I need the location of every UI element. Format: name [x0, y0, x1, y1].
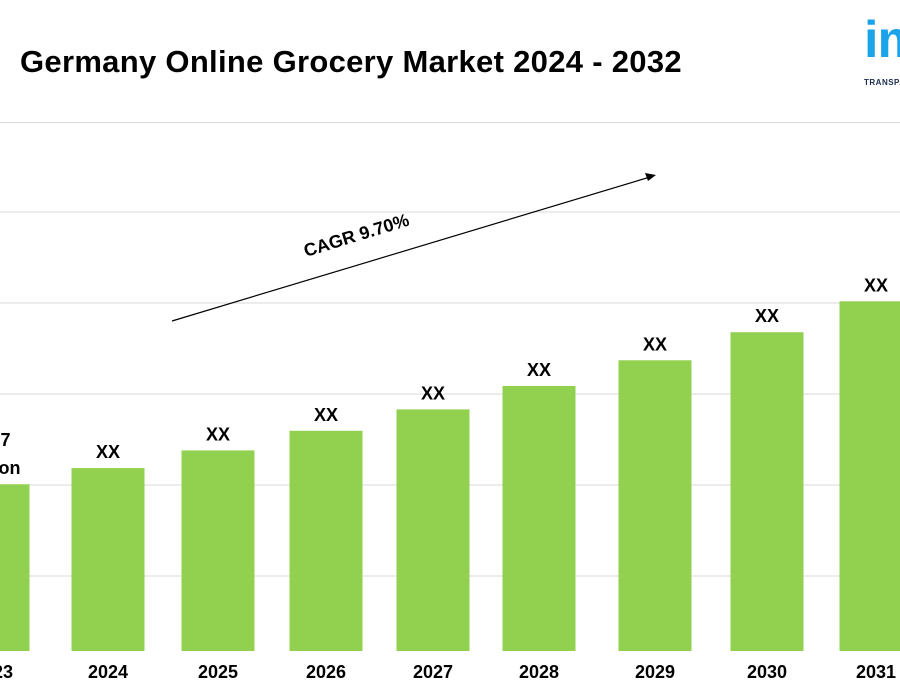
data-label: XX	[96, 442, 120, 462]
logo-text: TRANSPARENCY	[864, 78, 900, 87]
cagr-arrow-head	[645, 173, 656, 181]
bar-2031	[839, 301, 900, 651]
bar-2030	[730, 332, 804, 651]
chart-title: Germany Online Grocery Market 2024 - 203…	[20, 44, 682, 79]
data-label: 5.77Billion	[0, 430, 21, 478]
x-tick-label: 2024	[88, 662, 128, 682]
x-tick-label: 2031	[856, 662, 896, 682]
cagr-arrow-line	[171, 176, 651, 322]
data-labels: 5.77Billion XX XX XX XX XX XX XX XX	[0, 275, 888, 478]
bar-2023	[0, 484, 30, 651]
data-label: XX	[206, 424, 230, 444]
x-tick-label: 2026	[306, 662, 346, 682]
data-label: XX	[755, 306, 779, 326]
x-tick-label: 2028	[519, 662, 559, 682]
x-axis-ticks: 2023 2024 2025 2026 2027 2028 2029 2030 2031	[0, 662, 896, 682]
x-tick-label: 2023	[0, 662, 13, 682]
bar-2025	[181, 450, 255, 651]
bar-2028	[502, 385, 576, 651]
header-divider	[0, 122, 900, 123]
cagr-label: CAGR 9.70%	[301, 210, 411, 261]
x-tick-label: 2025	[198, 662, 238, 682]
bar-2024	[71, 468, 145, 651]
bar-2027	[396, 409, 470, 651]
company-logo: im TRANSPARENCY	[860, 12, 900, 92]
data-label: XX	[864, 275, 888, 295]
bars	[0, 301, 900, 651]
x-tick-label: 2027	[413, 662, 453, 682]
data-label: XX	[527, 360, 551, 380]
cagr-annotation: CAGR 9.70%	[171, 173, 656, 322]
x-tick-label: 2029	[635, 662, 675, 682]
data-label: XX	[643, 334, 667, 354]
bar-2026	[289, 430, 363, 651]
data-label: XX	[314, 405, 338, 425]
data-label: XX	[421, 383, 445, 403]
logo-mark: im	[864, 12, 900, 69]
bar-2029	[618, 360, 692, 651]
x-tick-label: 2030	[747, 662, 787, 682]
